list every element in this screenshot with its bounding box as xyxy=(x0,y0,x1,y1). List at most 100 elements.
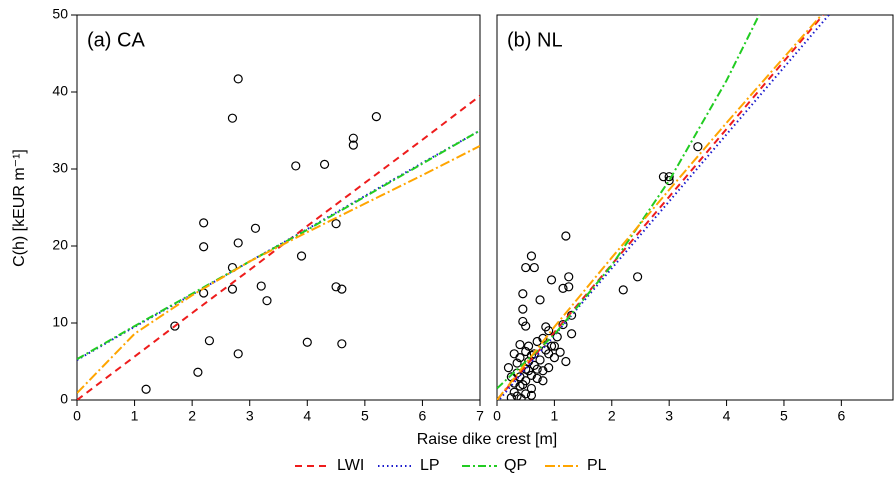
data-point xyxy=(250,223,261,233)
data-point xyxy=(532,336,542,347)
x-tick-label: 3 xyxy=(665,408,673,424)
data-point xyxy=(664,172,674,182)
x-tick-label: 6 xyxy=(837,408,845,424)
data-point xyxy=(193,367,203,377)
x-tick-label: 4 xyxy=(723,408,731,424)
data-point xyxy=(535,355,545,365)
fit-line xyxy=(77,95,480,400)
data-point xyxy=(233,349,243,359)
data-point xyxy=(555,347,565,357)
data-point xyxy=(561,356,571,367)
fit-line xyxy=(497,15,825,400)
data-point xyxy=(503,363,514,373)
legend-label: LP xyxy=(420,457,440,474)
data-point xyxy=(296,251,307,261)
x-tick-label: 3 xyxy=(246,408,254,424)
data-point xyxy=(523,366,534,376)
data-point xyxy=(199,242,209,252)
data-point xyxy=(538,366,548,376)
data-point xyxy=(521,389,531,399)
data-point xyxy=(256,281,266,291)
y-tick-label: 30 xyxy=(52,160,68,176)
data-point xyxy=(512,358,522,368)
data-point xyxy=(618,285,628,295)
data-point xyxy=(141,384,151,394)
plot-frame xyxy=(496,14,894,401)
data-point xyxy=(535,295,545,305)
data-point xyxy=(337,339,347,349)
fit-line xyxy=(77,145,480,394)
plot-frame xyxy=(76,14,481,401)
data-point xyxy=(331,282,341,292)
data-point xyxy=(331,219,341,229)
y-tick-label: 0 xyxy=(60,391,68,407)
data-point xyxy=(529,262,539,273)
x-tick-label: 1 xyxy=(131,408,139,424)
fit-line xyxy=(497,15,831,400)
data-point xyxy=(552,332,562,342)
y-tick-label: 40 xyxy=(52,83,68,99)
y-tick-label: 10 xyxy=(52,314,68,330)
data-point xyxy=(506,393,516,400)
data-point xyxy=(544,349,554,359)
data-point xyxy=(538,376,548,386)
x-tick-label: 1 xyxy=(550,408,558,424)
data-point xyxy=(558,283,568,293)
data-point xyxy=(532,373,542,384)
data-point xyxy=(526,370,537,380)
x-tick-label: 0 xyxy=(493,408,501,424)
x-tick-label: 2 xyxy=(188,408,196,424)
data-point xyxy=(567,329,577,339)
legend-label: LWI xyxy=(337,457,364,474)
data-point xyxy=(516,393,526,400)
data-point xyxy=(526,390,537,400)
legend-label: PL xyxy=(587,457,607,474)
data-point xyxy=(518,289,528,299)
data-point xyxy=(371,112,381,122)
data-point xyxy=(262,296,272,306)
data-point xyxy=(558,319,568,330)
panel-title: (b) NL xyxy=(507,29,563,51)
data-point xyxy=(233,74,243,84)
y-tick-label: 50 xyxy=(52,6,68,22)
data-point xyxy=(546,341,557,351)
x-tick-label: 2 xyxy=(608,408,616,424)
data-point xyxy=(518,380,528,390)
fit-line xyxy=(77,129,480,361)
fit-line xyxy=(77,129,480,361)
panel-title: (a) CA xyxy=(87,29,145,51)
data-point xyxy=(633,272,643,282)
data-point xyxy=(564,282,574,292)
data-point xyxy=(227,284,238,294)
data-point xyxy=(521,262,531,273)
data-point xyxy=(199,218,209,228)
data-point xyxy=(546,275,557,285)
data-point xyxy=(544,363,554,373)
legend-label: QP xyxy=(504,457,527,474)
data-point xyxy=(664,175,674,186)
x-tick-label: 7 xyxy=(476,408,484,424)
data-point xyxy=(523,341,534,351)
data-point xyxy=(693,142,703,152)
data-point xyxy=(170,321,180,331)
data-point xyxy=(233,238,243,248)
data-point xyxy=(518,316,528,327)
x-tick-label: 4 xyxy=(303,408,311,424)
data-point xyxy=(348,133,358,143)
data-point xyxy=(512,391,522,400)
x-axis-title: Raise dike crest [m] xyxy=(417,431,557,448)
x-tick-label: 6 xyxy=(419,408,427,424)
data-point xyxy=(227,113,238,123)
plot-area xyxy=(77,74,480,400)
data-point xyxy=(518,304,528,314)
data-point xyxy=(549,341,559,351)
data-point xyxy=(532,364,542,374)
data-point xyxy=(509,349,519,359)
data-point xyxy=(337,284,347,294)
data-point xyxy=(564,272,574,282)
data-point xyxy=(526,251,537,261)
data-point xyxy=(348,140,358,150)
data-point xyxy=(521,321,531,331)
data-point xyxy=(561,231,571,241)
